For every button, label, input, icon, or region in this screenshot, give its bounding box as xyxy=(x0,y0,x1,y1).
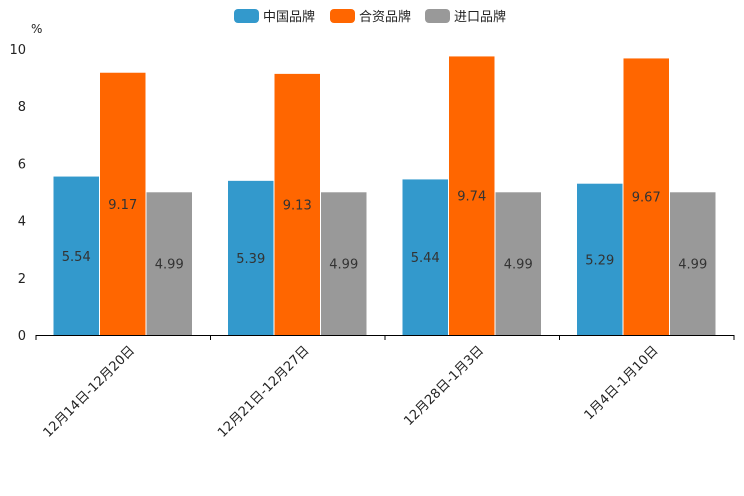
data-label: 9.74 xyxy=(457,190,486,205)
legend: 中国品牌 合资品牌 进口品牌 xyxy=(234,9,506,25)
bar[interactable] xyxy=(100,72,146,335)
data-label: 4.99 xyxy=(504,258,533,273)
x-axis: 12月14日-12月20日 12月21日-12月27日 12月28日-1月3日 1月4… xyxy=(35,335,735,441)
bar[interactable] xyxy=(321,192,367,335)
data-label: 5.44 xyxy=(411,251,440,266)
y-tick-label: 0 xyxy=(18,329,26,344)
x-tick-label: 12月28日-1月3日 xyxy=(401,343,487,429)
bar[interactable] xyxy=(670,192,716,335)
legend-swatch xyxy=(234,9,259,23)
x-tick-label: 12月14日-12月20日 xyxy=(41,343,138,440)
legend-item[interactable]: 进口品牌 xyxy=(425,9,506,25)
y-tick-label: 8 xyxy=(18,100,26,115)
data-label: 5.39 xyxy=(236,252,265,267)
legend-item[interactable]: 中国品牌 xyxy=(234,9,315,25)
bar[interactable] xyxy=(53,176,100,335)
legend-label: 进口品牌 xyxy=(454,9,506,25)
data-label: 4.99 xyxy=(678,258,707,273)
data-label: 5.29 xyxy=(585,253,614,268)
y-tick-label: 10 xyxy=(9,43,26,58)
bar[interactable] xyxy=(449,56,495,335)
bar[interactable] xyxy=(228,180,274,335)
data-label: 9.13 xyxy=(283,198,312,213)
y-tick-label: 4 xyxy=(18,215,26,230)
legend-swatch xyxy=(330,9,355,23)
legend-label: 中国品牌 xyxy=(263,9,315,25)
data-label: 5.54 xyxy=(62,250,91,265)
bar[interactable] xyxy=(402,179,449,335)
bar[interactable] xyxy=(495,192,542,335)
bar[interactable] xyxy=(274,73,321,335)
legend-item[interactable]: 合资品牌 xyxy=(330,9,411,25)
y-tick-label: 2 xyxy=(18,272,26,287)
bar[interactable] xyxy=(623,58,670,336)
bar[interactable] xyxy=(577,183,623,335)
y-axis: 0 2 4 6 8 10 xyxy=(9,43,26,344)
y-axis-unit-label: % xyxy=(31,22,42,36)
bar[interactable] xyxy=(146,192,193,335)
data-label: 9.17 xyxy=(108,198,137,213)
legend-swatch xyxy=(425,9,450,23)
x-tick-label: 12月21日-12月27日 xyxy=(215,343,312,440)
legend-label: 合资品牌 xyxy=(359,9,411,25)
data-label: 9.67 xyxy=(632,191,661,206)
y-tick-label: 6 xyxy=(18,157,26,172)
x-tick-label: 1月4日-1月10日 xyxy=(582,343,662,423)
data-labels-group: 5.54 9.17 4.99 5.39 9.13 4.99 5.44 9.74 4.99 5.29… xyxy=(62,190,707,273)
data-label: 4.99 xyxy=(155,258,184,273)
bar-series-group xyxy=(53,56,716,336)
data-label: 4.99 xyxy=(329,258,358,273)
